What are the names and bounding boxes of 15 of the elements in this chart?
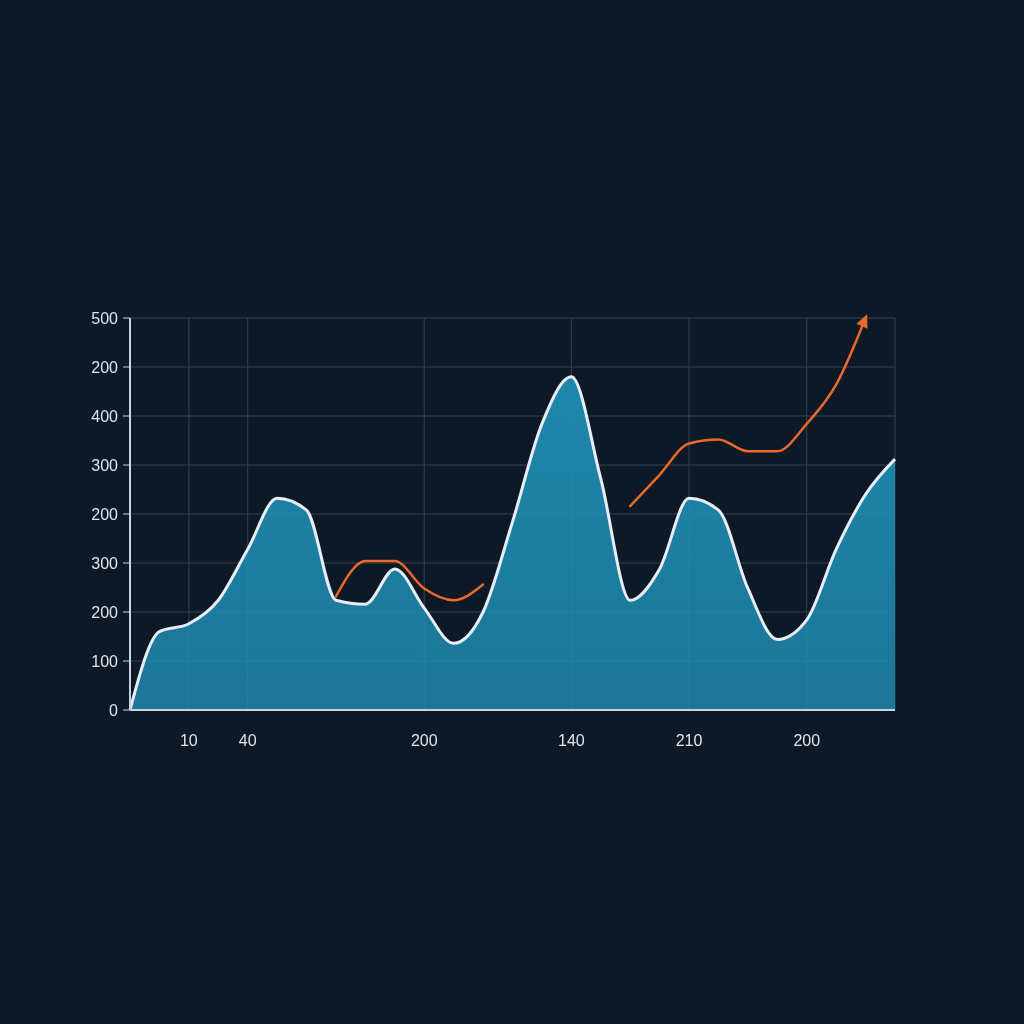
x-tick-label: 40 xyxy=(238,732,257,749)
x-tick-label: 210 xyxy=(675,732,703,749)
text: 300 xyxy=(91,456,119,474)
text: 500 xyxy=(91,309,119,327)
x-tick-label: 200 xyxy=(410,732,438,749)
text: 400 xyxy=(91,407,119,425)
text: 300 xyxy=(91,554,119,572)
x-tick-label: 140 xyxy=(557,732,585,749)
x-tick-label: 10 xyxy=(179,732,198,749)
text: 200 xyxy=(91,505,119,523)
x-tick-label: 200 xyxy=(793,732,821,749)
text: 100 xyxy=(91,652,119,670)
text: 0 xyxy=(109,701,119,719)
text: 200 xyxy=(91,358,119,376)
text: 200 xyxy=(91,603,119,621)
